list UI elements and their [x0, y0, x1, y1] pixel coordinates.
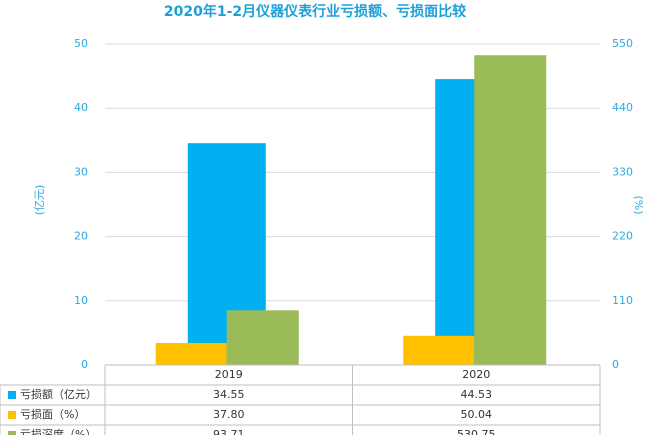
legend-key — [8, 431, 16, 435]
y2-tick-label: 0 — [612, 358, 619, 371]
bar — [155, 342, 227, 365]
table-value: 50.04 — [461, 408, 493, 421]
y2-tick-label: 220 — [612, 230, 633, 243]
y-tick-label: 20 — [74, 230, 88, 243]
table-value: 530.75 — [457, 428, 496, 435]
y-tick-label: 0 — [81, 358, 88, 371]
y2-tick-label: 110 — [612, 294, 633, 307]
bar — [474, 55, 547, 366]
table-value: 44.53 — [461, 388, 493, 401]
legend-label: 亏损额（亿元） — [20, 387, 97, 401]
y-tick-label: 30 — [74, 165, 88, 178]
y2-tick-label: 550 — [612, 37, 633, 50]
chart-title: 2020年1-2月仪器仪表行业亏损额、亏损面比较 — [164, 3, 466, 20]
y-tick-label: 40 — [74, 101, 88, 114]
y2-tick-label: 440 — [612, 101, 633, 114]
y2-tick-label: 330 — [612, 165, 633, 178]
x-tick-label: 2020 — [462, 368, 490, 381]
y-tick-label: 50 — [74, 37, 88, 50]
y2-axis-label: (%) — [632, 195, 645, 214]
legend-label: 亏损面（%） — [20, 407, 85, 421]
legend-key — [8, 391, 16, 399]
legend-label: 亏损深度（%） — [20, 427, 96, 435]
table-value: 34.55 — [213, 388, 245, 401]
bar — [226, 310, 299, 365]
y-axis-label: (亿元) — [33, 185, 46, 216]
legend-key — [8, 411, 16, 419]
bar — [403, 335, 475, 365]
table-value: 37.80 — [213, 408, 245, 421]
x-tick-label: 2019 — [215, 368, 243, 381]
y-tick-label: 10 — [74, 294, 88, 307]
table-value: 93.71 — [213, 428, 245, 435]
